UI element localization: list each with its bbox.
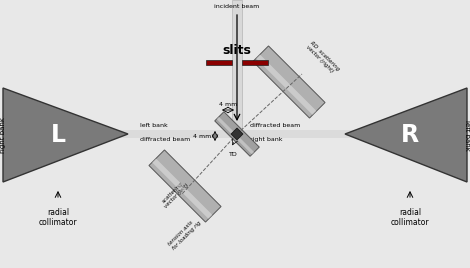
Text: 4 mm: 4 mm xyxy=(219,102,237,107)
Text: left bank: left bank xyxy=(464,120,470,150)
Text: tension axis
for loading rig: tension axis for loading rig xyxy=(167,216,202,251)
Text: incident beam: incident beam xyxy=(214,4,259,9)
Polygon shape xyxy=(149,150,221,222)
Text: 4 mm: 4 mm xyxy=(193,133,211,139)
Text: left bank: left bank xyxy=(140,123,168,128)
Bar xyxy=(0,130,237,138)
Polygon shape xyxy=(3,88,128,182)
Bar xyxy=(242,60,268,65)
Text: RD  scattering
vector (right): RD scattering vector (right) xyxy=(305,41,340,76)
Text: right bank: right bank xyxy=(250,137,282,142)
Polygon shape xyxy=(345,88,467,182)
Text: R: R xyxy=(401,123,419,147)
Text: TD: TD xyxy=(229,152,238,157)
Text: diffracted beam: diffracted beam xyxy=(140,137,190,142)
Polygon shape xyxy=(256,54,316,115)
Polygon shape xyxy=(231,128,243,140)
Polygon shape xyxy=(152,158,212,219)
Text: right bank: right bank xyxy=(0,117,6,153)
Text: radial
collimator: radial collimator xyxy=(39,208,77,228)
Text: scattering
vector (left): scattering vector (left) xyxy=(160,179,190,209)
Polygon shape xyxy=(217,117,254,154)
Text: diffracted beam: diffracted beam xyxy=(250,123,300,128)
Text: L: L xyxy=(50,123,65,147)
Text: radial
collimator: radial collimator xyxy=(391,208,429,228)
Polygon shape xyxy=(215,112,259,156)
Text: slits: slits xyxy=(223,44,251,57)
Bar xyxy=(237,130,470,138)
Polygon shape xyxy=(253,46,325,118)
Bar xyxy=(206,60,232,65)
Bar xyxy=(232,0,242,134)
